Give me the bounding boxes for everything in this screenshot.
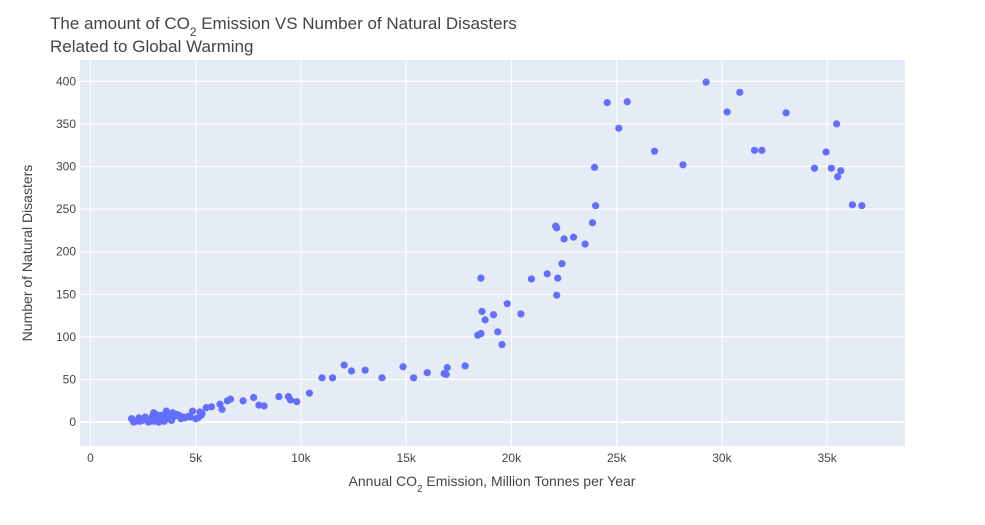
data-point bbox=[679, 161, 687, 169]
y-tick-label: 250 bbox=[56, 202, 76, 216]
data-point bbox=[782, 109, 790, 117]
x-tick-label: 5k bbox=[189, 451, 203, 465]
data-point bbox=[218, 405, 226, 413]
x-tick-label: 35k bbox=[817, 451, 837, 465]
data-point bbox=[736, 88, 744, 96]
data-point bbox=[569, 233, 578, 241]
data-point bbox=[560, 235, 568, 243]
x-tick-label: 0 bbox=[87, 451, 94, 465]
title-line: The amount of CO2 Emission VS Number of … bbox=[50, 14, 517, 39]
data-point bbox=[328, 374, 337, 382]
data-point bbox=[207, 403, 216, 411]
y-tick-label: 0 bbox=[69, 415, 76, 429]
data-point bbox=[340, 361, 348, 369]
data-point bbox=[188, 407, 197, 415]
data-point bbox=[198, 410, 206, 418]
data-point bbox=[758, 146, 766, 154]
y-tick-label: 100 bbox=[56, 330, 76, 344]
x-tick-label: 20k bbox=[502, 451, 522, 465]
data-point bbox=[702, 78, 710, 86]
data-point bbox=[588, 219, 597, 227]
gridlines bbox=[80, 60, 905, 446]
data-point bbox=[477, 329, 485, 338]
y-tick-label: 200 bbox=[56, 245, 76, 259]
data-point bbox=[442, 370, 450, 379]
data-point bbox=[723, 108, 731, 116]
data-point bbox=[553, 224, 561, 232]
data-point bbox=[834, 173, 842, 181]
data-point bbox=[481, 316, 489, 324]
data-point bbox=[827, 164, 835, 172]
data-point bbox=[286, 396, 295, 404]
data-point bbox=[603, 99, 611, 107]
data-point bbox=[858, 202, 866, 210]
data-point bbox=[275, 392, 283, 401]
x-tick-label: 15k bbox=[397, 451, 417, 465]
y-tick-label: 150 bbox=[56, 287, 76, 301]
data-point bbox=[810, 164, 819, 172]
data-point bbox=[423, 369, 431, 377]
x-tick-label: 10k bbox=[291, 451, 311, 465]
data-points bbox=[127, 78, 866, 426]
data-point bbox=[517, 310, 525, 318]
data-point bbox=[498, 341, 506, 349]
data-point bbox=[527, 275, 536, 283]
data-point bbox=[293, 398, 301, 406]
x-tick-labels: 0 5k 10k 15k 20k 25k 30k 35k bbox=[87, 451, 838, 465]
data-point bbox=[478, 307, 486, 315]
data-point bbox=[833, 120, 841, 128]
y-tick-labels: 0 50 100 150 200 250 300 350 400 bbox=[56, 74, 76, 429]
data-point bbox=[494, 328, 502, 336]
data-point bbox=[361, 366, 369, 374]
title-line: Related to Global Warming bbox=[50, 37, 253, 56]
data-point bbox=[239, 397, 247, 405]
data-point bbox=[822, 148, 830, 156]
y-tick-label: 350 bbox=[56, 117, 76, 131]
data-point bbox=[558, 260, 566, 268]
data-point bbox=[378, 374, 386, 382]
data-point bbox=[503, 300, 511, 308]
data-point bbox=[543, 270, 551, 278]
plot-area bbox=[80, 60, 905, 446]
data-point bbox=[750, 146, 759, 154]
data-point bbox=[581, 240, 589, 248]
data-point bbox=[409, 374, 418, 382]
data-point bbox=[554, 274, 562, 282]
data-point bbox=[461, 362, 469, 370]
data-point bbox=[443, 364, 451, 372]
data-point bbox=[650, 147, 659, 155]
data-point bbox=[623, 98, 631, 106]
data-point bbox=[615, 124, 623, 132]
data-point bbox=[318, 374, 326, 382]
data-point bbox=[477, 274, 485, 282]
data-point bbox=[592, 202, 600, 210]
y-axis-title: Number of Natural Disasters bbox=[19, 165, 35, 342]
chart-title: The amount of CO2 Emission VS Number of … bbox=[50, 14, 517, 56]
data-point bbox=[226, 395, 235, 403]
x-axis-title: Annual CO2 Emission, Million Tonnes per … bbox=[349, 473, 636, 495]
y-tick-label: 50 bbox=[63, 373, 77, 387]
data-point bbox=[837, 167, 845, 175]
y-tick-label: 300 bbox=[56, 160, 76, 174]
data-point bbox=[260, 402, 268, 410]
data-point bbox=[489, 311, 498, 319]
data-point bbox=[553, 291, 561, 299]
data-point bbox=[347, 367, 356, 375]
data-point bbox=[590, 163, 599, 171]
x-tick-label: 25k bbox=[607, 451, 627, 465]
data-point bbox=[250, 393, 258, 402]
data-point bbox=[399, 363, 407, 371]
data-point bbox=[305, 389, 314, 397]
x-tick-label: 30k bbox=[712, 451, 732, 465]
data-point bbox=[848, 201, 856, 209]
y-tick-label: 400 bbox=[56, 74, 76, 88]
